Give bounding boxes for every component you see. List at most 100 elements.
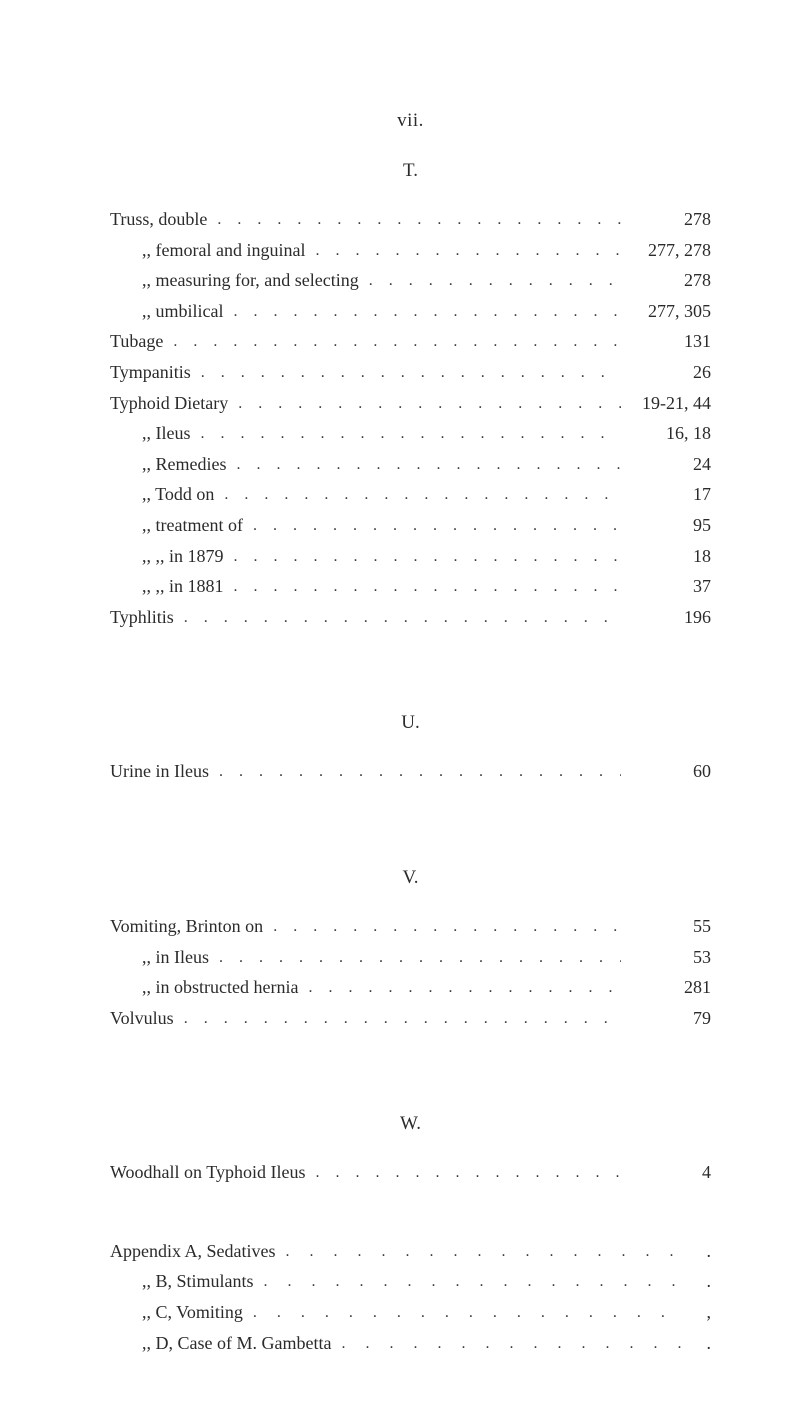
- entry-page: 278: [631, 265, 711, 296]
- leader-dots: [173, 328, 621, 355]
- page-roman-header: vii.: [110, 110, 711, 132]
- entry-label: ,, B, Stimulants: [142, 1266, 254, 1297]
- entry-label: Appendix A, Sedatives: [110, 1236, 275, 1267]
- index-entry: Woodhall on Typhoid Ileus 4: [110, 1157, 711, 1188]
- index-entry: Vomiting, Brinton on 55: [110, 911, 711, 942]
- leader-dots: [219, 944, 621, 971]
- index-entry: ,, Todd on 17: [110, 479, 711, 510]
- index-entry: ,, ,, in 1879 18: [110, 541, 711, 572]
- section-letter-u: U.: [110, 712, 711, 734]
- leader-dots: [184, 1005, 621, 1032]
- entry-page: 19-21, 44: [631, 388, 711, 419]
- index-entry: Tubage 131: [110, 326, 711, 357]
- entry-page: 278: [631, 204, 711, 235]
- section-letter-w: W.: [110, 1113, 711, 1135]
- leader-dots: [341, 1330, 681, 1357]
- index-entry: ,, Remedies 24: [110, 449, 711, 480]
- index-entry: ,, femoral and inguinal 277, 278: [110, 235, 711, 266]
- leader-dots: [308, 974, 621, 1001]
- entry-label: Volvulus: [110, 1003, 174, 1034]
- leader-dots: [201, 359, 621, 386]
- leader-dots: [234, 543, 621, 570]
- entry-label: ,, ,, in 1881: [142, 571, 224, 602]
- entry-page: 37: [631, 571, 711, 602]
- index-entry: Truss, double 278: [110, 204, 711, 235]
- leader-dots: [184, 604, 621, 631]
- index-entry: ,, umbilical 277, 305: [110, 296, 711, 327]
- index-entry: Typhoid Dietary 19-21, 44: [110, 388, 711, 419]
- entry-page: 196: [631, 602, 711, 633]
- index-entry: ,, measuring for, and selecting 278: [110, 265, 711, 296]
- entry-page: 16, 18: [631, 418, 711, 449]
- entry-page: 60: [631, 756, 711, 787]
- leader-dots: [224, 481, 621, 508]
- index-entry: ,, ,, in 1881 37: [110, 571, 711, 602]
- entry-label: ,, D, Case of M. Gambetta: [142, 1328, 331, 1359]
- leader-dots: [369, 267, 621, 294]
- index-entry: Typhlitis 196: [110, 602, 711, 633]
- entry-label: ,, Remedies: [142, 449, 226, 480]
- entry-trail: .: [691, 1266, 711, 1297]
- entry-label: ,, ,, in 1879: [142, 541, 224, 572]
- entry-page: 277, 305: [631, 296, 711, 327]
- leader-dots: [253, 512, 621, 539]
- entry-page: 4: [631, 1157, 711, 1188]
- leader-dots: [219, 758, 621, 785]
- appendix-entry: ,, C, Vomiting ,: [110, 1297, 711, 1328]
- appendix-entry: ,, B, Stimulants .: [110, 1266, 711, 1297]
- entry-page: 95: [631, 510, 711, 541]
- index-entry: ,, treatment of 95: [110, 510, 711, 541]
- entry-label: ,, Ileus: [142, 418, 191, 449]
- index-entry: Tympanitis 26: [110, 357, 711, 388]
- section-letter-t: T.: [110, 160, 711, 182]
- entry-label: ,, measuring for, and selecting: [142, 265, 359, 296]
- entry-label: Truss, double: [110, 204, 207, 235]
- entry-page: 17: [631, 479, 711, 510]
- leader-dots: [234, 573, 621, 600]
- appendix-block: Appendix A, Sedatives . ,, B, Stimulants…: [110, 1236, 711, 1358]
- leader-dots: [201, 420, 622, 447]
- entry-page: 131: [631, 326, 711, 357]
- entry-label: Tympanitis: [110, 357, 191, 388]
- entry-page: 277, 278: [631, 235, 711, 266]
- leader-dots: [217, 206, 621, 233]
- leader-dots: [273, 913, 621, 940]
- entry-label: Tubage: [110, 326, 163, 357]
- entry-label: Typhlitis: [110, 602, 174, 633]
- leader-dots: [253, 1299, 681, 1326]
- entry-page: 281: [631, 972, 711, 1003]
- leader-dots: [315, 1159, 621, 1186]
- entry-page: 26: [631, 357, 711, 388]
- entry-page: 79: [631, 1003, 711, 1034]
- entry-label: ,, in Ileus: [142, 942, 209, 973]
- entry-label: ,, in obstructed hernia: [142, 972, 298, 1003]
- index-entry: Volvulus 79: [110, 1003, 711, 1034]
- leader-dots: [238, 390, 621, 417]
- leader-dots: [233, 298, 621, 325]
- entry-label: ,, Todd on: [142, 479, 214, 510]
- section-letter-v: V.: [110, 867, 711, 889]
- leader-dots: [285, 1238, 681, 1265]
- leader-dots: [264, 1268, 681, 1295]
- entry-trail: ,: [691, 1297, 711, 1328]
- leader-dots: [236, 451, 621, 478]
- leader-dots: [315, 237, 621, 264]
- entry-label: ,, C, Vomiting: [142, 1297, 243, 1328]
- page: vii. T. Truss, double 278 ,, femoral and…: [0, 0, 801, 1418]
- index-entry: ,, in obstructed hernia 281: [110, 972, 711, 1003]
- index-entry: ,, in Ileus 53: [110, 942, 711, 973]
- entry-label: ,, umbilical: [142, 296, 223, 327]
- index-entry: Urine in Ileus 60: [110, 756, 711, 787]
- entry-label: ,, femoral and inguinal: [142, 235, 305, 266]
- entry-page: 53: [631, 942, 711, 973]
- appendix-entry: Appendix A, Sedatives .: [110, 1236, 711, 1267]
- entry-label: Woodhall on Typhoid Ileus: [110, 1157, 305, 1188]
- entry-label: ,, treatment of: [142, 510, 243, 541]
- entry-label: Typhoid Dietary: [110, 388, 228, 419]
- entry-page: 55: [631, 911, 711, 942]
- entry-label: Vomiting, Brinton on: [110, 911, 263, 942]
- entry-page: 18: [631, 541, 711, 572]
- entry-page: 24: [631, 449, 711, 480]
- appendix-entry: ,, D, Case of M. Gambetta .: [110, 1328, 711, 1359]
- entry-trail: .: [691, 1236, 711, 1267]
